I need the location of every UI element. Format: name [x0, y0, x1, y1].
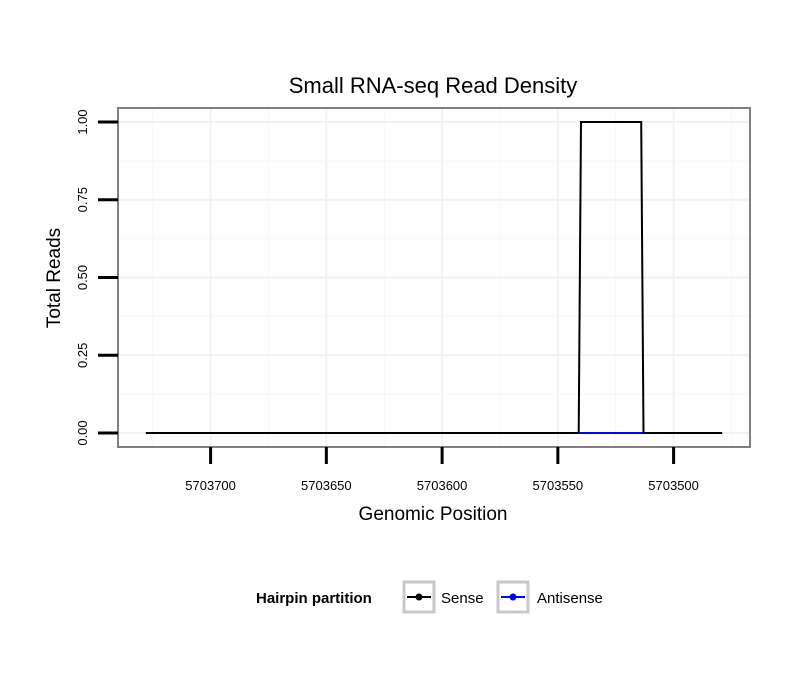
chart-title: Small RNA-seq Read Density [289, 73, 578, 98]
legend-label-sense: Sense [441, 590, 484, 607]
legend: Hairpin partition Sense Antisense [256, 580, 603, 614]
series-layer [145, 121, 723, 434]
legend-marker-sense [415, 593, 423, 601]
x-tick-label: 5703550 [533, 478, 584, 493]
legend-title: Hairpin partition [256, 590, 372, 607]
x-tick-label: 5703600 [417, 478, 468, 493]
y-axis: 0.00 0.25 0.50 0.75 1.00 [75, 109, 118, 446]
y-tick-label: 0.25 [75, 343, 90, 368]
x-tick-label: 5703650 [301, 478, 352, 493]
y-tick-label: 1.00 [75, 109, 90, 134]
grid [118, 108, 750, 447]
x-tick-label: 5703700 [185, 478, 236, 493]
x-tick-label: 5703500 [648, 478, 699, 493]
x-axis-label: Genomic Position [359, 504, 508, 525]
x-axis: 5703700 5703650 5703600 5703550 5703500 [185, 447, 699, 493]
y-axis-label: Total Reads [44, 228, 65, 328]
y-tick-label: 0.00 [75, 420, 90, 445]
series-line-sense [145, 121, 723, 434]
y-tick-label: 0.75 [75, 187, 90, 212]
legend-marker-antisense [509, 593, 517, 601]
legend-label-antisense: Antisense [537, 590, 603, 607]
y-tick-label: 0.50 [75, 265, 90, 290]
